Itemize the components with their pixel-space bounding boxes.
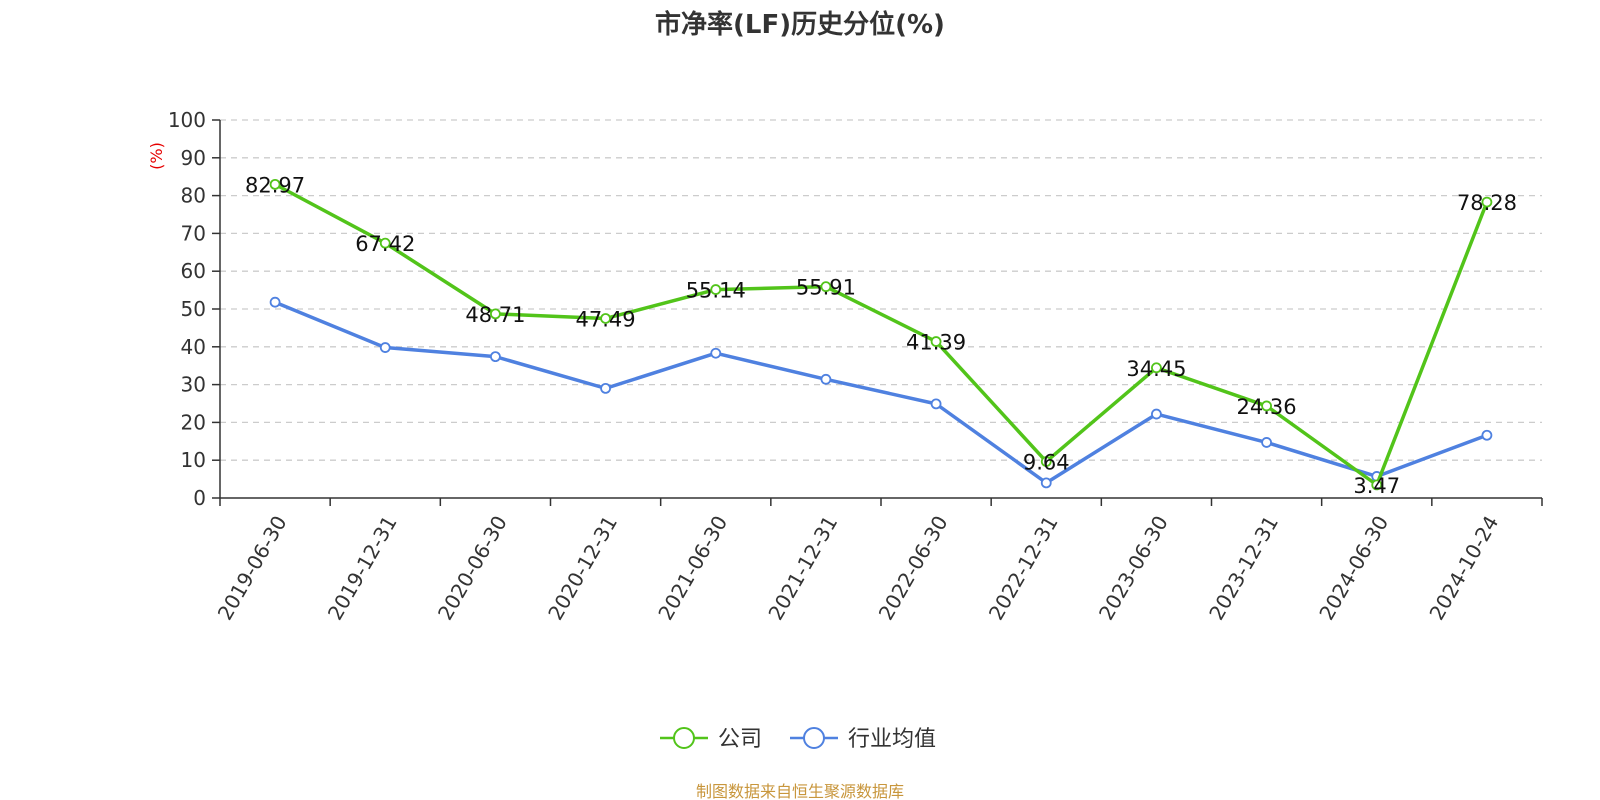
series-0 xyxy=(269,178,1493,491)
data-point[interactable] xyxy=(269,178,281,190)
data-label: 48.71 xyxy=(465,303,525,327)
data-point[interactable] xyxy=(820,373,832,385)
data-label: 41.39 xyxy=(906,331,966,355)
x-tick-label: 2022-06-30 xyxy=(874,511,953,624)
data-label: 9.64 xyxy=(1023,451,1070,475)
x-axis: 2019-06-30 2019-12-31 2020-06-30 2020-12-31… xyxy=(213,497,1543,625)
data-labels: 82.97 67.42 48.71 47.49 55.14 55.91 41.39 9.64 3… xyxy=(245,173,1517,498)
data-point[interactable] xyxy=(1040,477,1052,489)
data-point[interactable] xyxy=(600,382,611,394)
data-point[interactable] xyxy=(600,313,611,324)
data-point[interactable] xyxy=(1371,479,1383,491)
legend-marker xyxy=(673,727,695,749)
x-tick-label: 2024-10-24 xyxy=(1424,512,1503,625)
data-label: 55.14 xyxy=(686,279,746,303)
legend-item-0[interactable]: 公司 xyxy=(660,727,762,752)
data-point[interactable] xyxy=(1151,362,1162,374)
y-tick-label: 60 xyxy=(181,259,206,283)
source-note: 制图数据来自恒生聚源数据库 xyxy=(696,782,904,800)
data-point[interactable] xyxy=(269,296,281,308)
data-label: 55.91 xyxy=(796,276,856,300)
data-label: 24.36 xyxy=(1237,395,1297,419)
grid-lines xyxy=(220,119,1542,461)
legend-marker xyxy=(803,727,825,749)
y-axis: 0 10 20 30 40 50 60 70 80 90 100 xyxy=(168,108,221,510)
data-point[interactable] xyxy=(1151,408,1162,420)
data-label: 78.28 xyxy=(1457,191,1517,215)
data-label: 82.97 xyxy=(245,173,305,197)
series-1 xyxy=(269,296,1493,489)
data-label: 3.47 xyxy=(1353,474,1400,498)
x-tick-label: 2019-06-30 xyxy=(213,512,292,625)
series-line xyxy=(274,300,1488,485)
data-point[interactable] xyxy=(379,237,391,249)
legend-label: 公司 xyxy=(718,727,762,752)
x-tick-label: 2023-06-30 xyxy=(1094,512,1173,625)
data-point[interactable] xyxy=(1481,429,1493,441)
legend-label: 行业均值 xyxy=(848,727,936,752)
data-label: 47.49 xyxy=(576,307,636,331)
x-tick-label: 2020-12-31 xyxy=(543,512,622,625)
data-label: 67.42 xyxy=(355,232,415,256)
data-point[interactable] xyxy=(1040,456,1052,467)
data-point[interactable] xyxy=(930,336,942,347)
y-tick-label: 20 xyxy=(181,410,206,434)
x-tick-label: 2023-12-31 xyxy=(1204,512,1283,625)
data-point[interactable] xyxy=(710,347,722,359)
y-tick-label: 50 xyxy=(181,297,206,321)
y-tick-label: 90 xyxy=(181,146,206,170)
y-tick-label: 30 xyxy=(181,373,206,397)
y-tick-label: 10 xyxy=(181,448,206,472)
data-point[interactable] xyxy=(1261,437,1272,448)
x-tick-label: 2020-06-30 xyxy=(433,511,512,624)
x-tick-label: 2024-06-30 xyxy=(1314,512,1393,625)
data-point[interactable] xyxy=(1481,196,1493,208)
y-tick-label: 40 xyxy=(181,335,206,359)
series-line xyxy=(274,182,1489,487)
data-label: 34.45 xyxy=(1126,357,1186,381)
y-tick-label: 0 xyxy=(193,486,206,510)
data-point[interactable] xyxy=(490,308,501,320)
chart-title: 市净率(LF)历史分位(%) xyxy=(655,9,945,40)
x-tick-label: 2021-12-31 xyxy=(763,512,842,625)
legend: 公司 行业均值 xyxy=(660,727,936,752)
series-layer xyxy=(269,178,1493,491)
data-point[interactable] xyxy=(930,398,942,410)
data-point[interactable] xyxy=(490,351,501,363)
legend-item-1[interactable]: 行业均值 xyxy=(790,727,936,752)
data-point[interactable] xyxy=(1261,400,1272,412)
x-tick-label: 2019-12-31 xyxy=(323,512,402,625)
data-point[interactable] xyxy=(820,281,832,293)
y-tick-label: 80 xyxy=(181,184,206,208)
y-tick-label: 100 xyxy=(168,108,206,132)
data-point[interactable] xyxy=(710,284,722,295)
x-tick-label: 2021-06-30 xyxy=(653,512,732,625)
y-axis-unit-label: (%) xyxy=(147,142,166,170)
y-tick-label: 70 xyxy=(181,221,206,245)
x-tick-label: 2022-12-31 xyxy=(984,512,1063,625)
data-point[interactable] xyxy=(379,342,391,353)
